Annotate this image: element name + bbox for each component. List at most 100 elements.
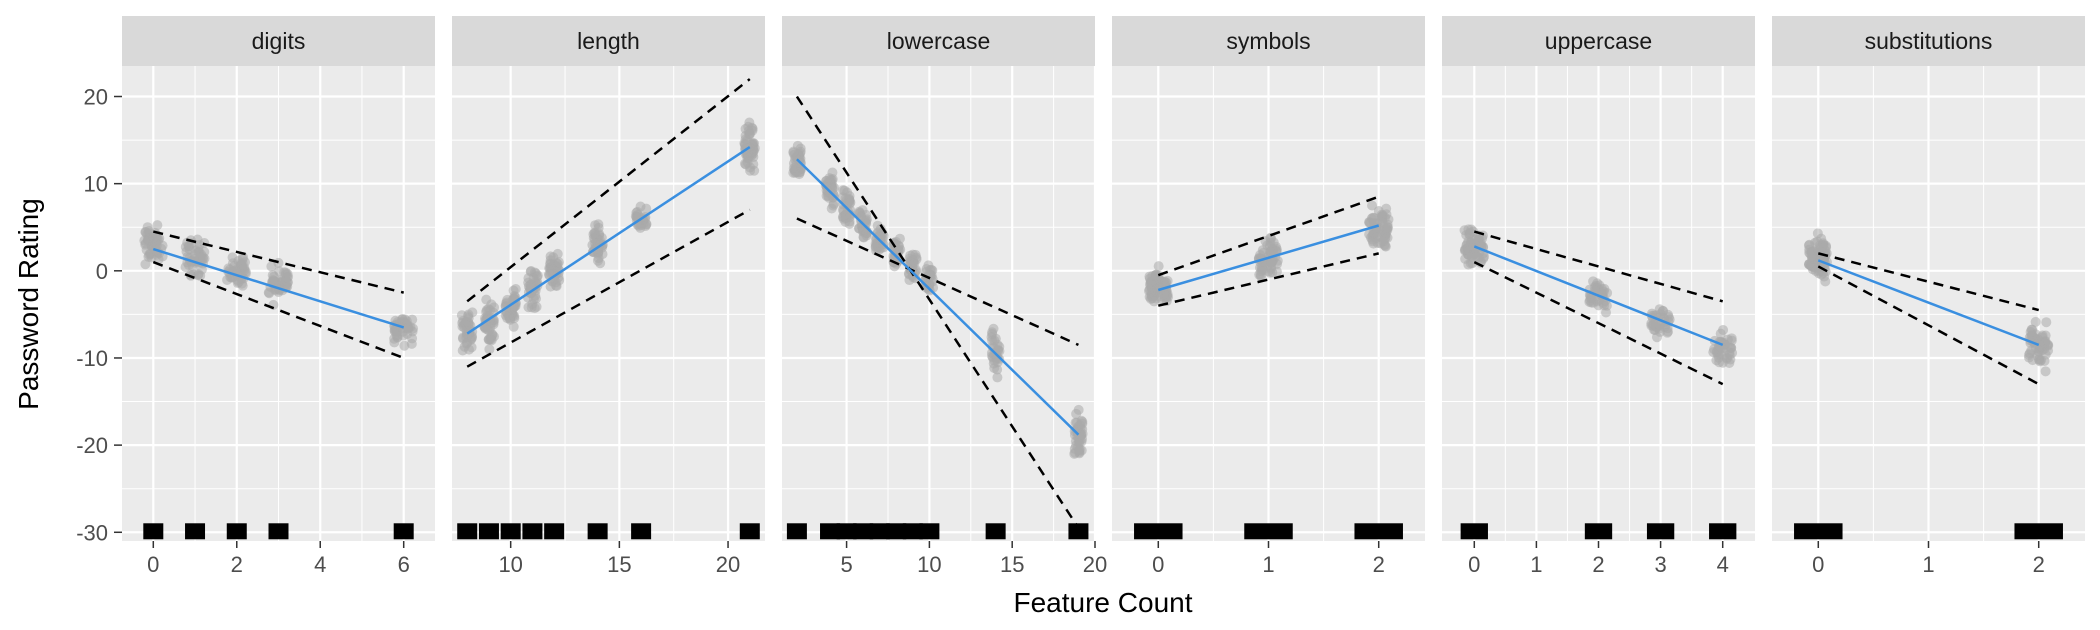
fit-line [466,146,751,335]
facet-strip [452,16,765,66]
data-point [280,267,291,278]
y-tick-label: 0 [96,259,108,284]
data-point [184,241,195,252]
facet-panel-substitutions: substitutions 0 1 2 [1772,16,2085,577]
data-point [1588,276,1599,287]
data-point [510,284,521,295]
data-point [828,200,839,211]
data-point [523,302,534,313]
data-point [740,159,751,170]
data-point [1806,251,1817,262]
data-point [2034,339,2045,350]
data-point [1804,259,1815,270]
x-tick-label: 6 [398,552,410,577]
rug-mark [853,523,874,540]
x-tick-label: 2 [1373,552,1385,577]
data-point [1382,222,1393,233]
data-point [1651,332,1662,343]
data-point [1599,283,1610,294]
rug-mark [739,523,760,540]
upper-bound-line [1817,252,2040,312]
rug-mark [2014,523,2063,540]
data-point [1718,324,1729,335]
fit-line [1473,245,1724,347]
data-point [828,192,839,203]
facet-strip [782,16,1095,66]
data-point [553,257,564,268]
x-tick-label: 15 [607,552,631,577]
rug-mark [500,523,521,540]
data-point [1159,289,1170,300]
data-point [140,259,151,270]
facet-strip-label: uppercase [1545,28,1652,54]
data-point [457,345,468,356]
facet-strip [1112,16,1425,66]
y-axis-title: Password Rating [13,198,44,410]
x-tick-label: 1 [1922,552,1934,577]
data-point [547,264,558,275]
rug-mark [820,523,841,540]
data-point [139,235,150,246]
rug-mark [1460,523,1488,540]
data-point [840,213,851,224]
data-point [1153,261,1164,272]
x-tick-label: 10 [498,552,522,577]
data-point [827,167,838,178]
data-point [1715,344,1726,355]
upper-bound-line [466,78,751,303]
facet-strip-label: substitutions [1865,28,1993,54]
rug-mark [1134,523,1183,540]
data-point [1077,418,1088,429]
rug-mark [631,523,652,540]
y-tick-label: -10 [76,346,108,371]
facet-strip [122,16,435,66]
rug-mark [143,523,164,540]
data-point [268,275,279,286]
x-tick-label: 2 [2033,552,2045,577]
rug-marks [1794,523,2063,540]
data-point [590,220,601,231]
x-tick-label: 0 [147,552,159,577]
data-point [893,240,904,251]
data-point [1726,333,1737,344]
data-point [1364,217,1375,228]
data-point [152,220,163,231]
rug-mark [902,523,923,540]
data-point [463,317,474,328]
data-point [1069,443,1080,454]
data-point [392,331,403,342]
data-point [926,264,937,275]
data-point [2026,324,2037,335]
x-tick-label: 0 [1468,552,1480,577]
fit-line [1157,224,1380,292]
lower-bound-line [796,217,1079,347]
data-points [456,117,760,356]
facet-strip-label: symbols [1226,28,1310,54]
facet-panel-uppercase: uppercase 0 1 2 3 4 [1442,16,1755,577]
panel-background [782,66,1095,541]
data-point [870,242,881,253]
data-point [192,234,203,245]
data-point [992,339,1003,350]
x-tick-label: 2 [231,552,243,577]
data-point [1803,240,1814,251]
data-point [505,309,516,320]
data-point [2040,366,2051,377]
facet-panel-symbols: symbols 0 1 2 [1112,16,1425,577]
y-tick-label: 10 [84,172,108,197]
data-point [740,134,751,145]
panel-background [452,66,765,541]
data-point [1463,245,1474,256]
x-tick-label: 0 [1152,552,1164,577]
x-tick-label: 15 [1000,552,1024,577]
data-point [485,323,496,334]
rug-mark [185,523,206,540]
rug-marks [143,523,414,540]
rug-mark [478,523,499,540]
data-point [590,228,601,239]
data-point [266,261,277,272]
data-point [1071,408,1082,419]
rug-mark [544,523,565,540]
y-tick-label: -30 [76,520,108,545]
x-axis-title: Feature Count [1014,587,1193,618]
